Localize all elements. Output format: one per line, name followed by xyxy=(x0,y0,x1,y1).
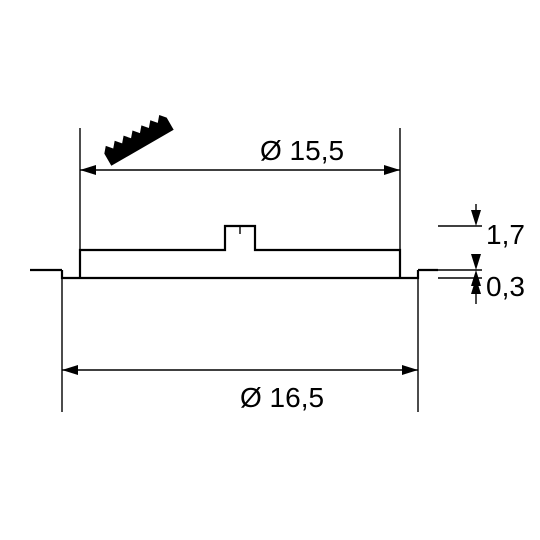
hole-saw-icon xyxy=(101,112,173,165)
dimension-recess-depth xyxy=(438,204,482,286)
fixture-cross-section xyxy=(30,226,438,278)
cutout-diameter-label: Ø 15,5 xyxy=(260,135,344,166)
overall-diameter-label: Ø 16,5 xyxy=(240,382,324,413)
flange-thickness-label: 0,3 xyxy=(486,271,525,302)
recess-depth-label: 1,7 xyxy=(486,219,525,250)
